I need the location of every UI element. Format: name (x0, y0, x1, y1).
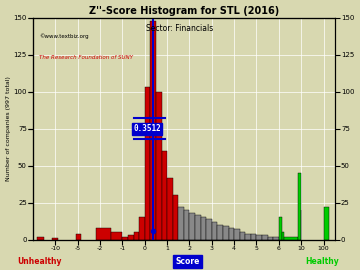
Bar (251, 234, 256, 240)
Text: Healthy: Healthy (305, 257, 339, 266)
Bar (122, 237, 128, 240)
Bar (240, 232, 245, 240)
Bar (173, 195, 178, 240)
Bar (245, 234, 251, 240)
Bar (324, 207, 329, 240)
Bar (234, 229, 240, 240)
Bar (111, 232, 122, 240)
Y-axis label: Number of companies (997 total): Number of companies (997 total) (5, 76, 10, 181)
Bar (262, 235, 268, 240)
Bar (273, 237, 279, 240)
Bar (167, 178, 173, 240)
Bar (229, 228, 234, 240)
Bar (268, 237, 273, 240)
Text: ©www.textbiz.org: ©www.textbiz.org (39, 33, 89, 39)
Bar (145, 87, 150, 240)
Bar (256, 235, 262, 240)
Bar (206, 219, 212, 240)
Title: Z''-Score Histogram for STL (2016): Z''-Score Histogram for STL (2016) (89, 6, 279, 16)
Bar (195, 215, 201, 240)
Bar (284, 237, 298, 240)
Bar (96, 228, 111, 240)
Text: Unhealthy: Unhealthy (17, 257, 62, 266)
Bar (189, 213, 195, 240)
Bar (156, 92, 162, 240)
Bar (139, 218, 145, 240)
Bar (134, 232, 139, 240)
Text: 0.3512: 0.3512 (133, 124, 161, 133)
Bar (298, 173, 301, 240)
Bar (282, 232, 284, 240)
Bar (162, 151, 167, 240)
Bar (279, 218, 282, 240)
Bar (212, 222, 217, 240)
Text: The Research Foundation of SUNY: The Research Foundation of SUNY (39, 55, 133, 60)
Bar (128, 235, 134, 240)
Bar (37, 237, 44, 240)
Bar (184, 210, 189, 240)
Text: Score: Score (175, 257, 199, 266)
Text: Sector: Financials: Sector: Financials (147, 24, 213, 33)
Bar (178, 207, 184, 240)
Bar (217, 225, 223, 240)
Bar (201, 218, 206, 240)
Bar (52, 238, 58, 240)
Bar (223, 226, 229, 240)
Bar (76, 234, 81, 240)
Bar (150, 21, 156, 240)
